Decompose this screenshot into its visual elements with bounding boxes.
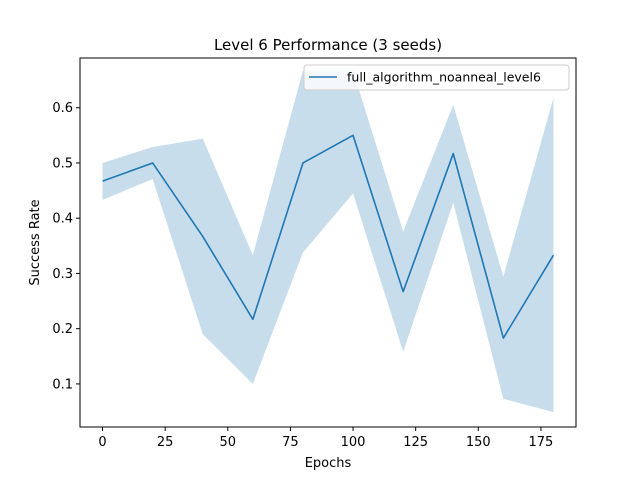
x-tick-label: 50 xyxy=(220,435,237,450)
plot-area xyxy=(102,70,555,413)
y-tick-label: 0.2 xyxy=(52,322,73,337)
confidence-band-0 xyxy=(102,70,554,413)
x-tick-label: 150 xyxy=(466,435,491,450)
series-line-0 xyxy=(102,134,555,339)
x-tick-label: 75 xyxy=(282,435,299,450)
y-tick-label: 0.3 xyxy=(52,267,73,282)
x-axis-label: Epochs xyxy=(305,456,352,471)
axes-frame xyxy=(79,57,577,428)
x-tick-label: 0 xyxy=(98,435,106,450)
y-axis-label: Success Rate xyxy=(28,199,43,285)
legend: full_algorithm_noanneal_level6 xyxy=(303,64,570,91)
x-tick-label: 125 xyxy=(403,435,428,450)
x-tick-label: 25 xyxy=(157,435,174,450)
x-tick-label: 175 xyxy=(529,435,554,450)
y-tick-label: 0.4 xyxy=(52,212,73,227)
legend-box xyxy=(303,64,570,91)
y-axis: 0.1 0.2 0.3 0.4 0.5 0.6 xyxy=(52,101,80,392)
y-tick-label: 0.5 xyxy=(52,156,73,171)
x-axis: 0 25 50 75 100 125 150 175 xyxy=(98,427,553,450)
y-tick-label: 0.6 xyxy=(52,101,73,116)
chart-title: Level 6 Performance (3 seeds) xyxy=(214,36,442,54)
legend-label: full_algorithm_noanneal_level6 xyxy=(347,70,541,85)
x-tick-label: 100 xyxy=(341,435,366,450)
y-tick-label: 0.1 xyxy=(52,377,73,392)
